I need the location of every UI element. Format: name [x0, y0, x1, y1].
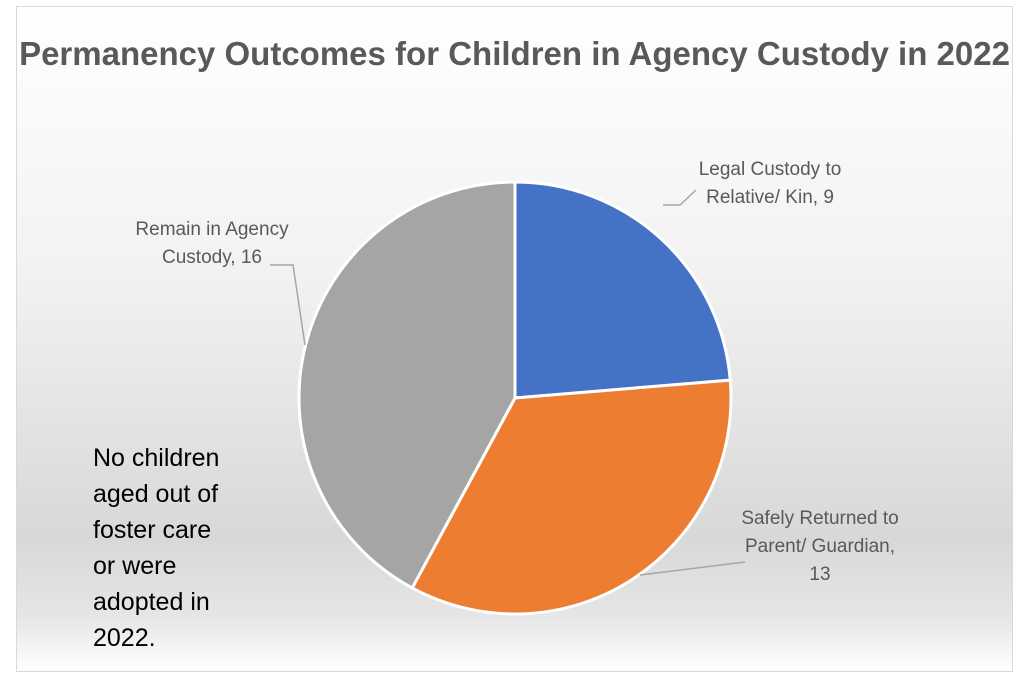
pie-slice-1 — [513, 180, 732, 400]
pie-slice-3 — [297, 180, 517, 591]
leader-line-2 — [639, 561, 746, 576]
leader-line-1 — [663, 189, 697, 206]
data-label-3: Remain in Agency Custody, 16 — [135, 219, 289, 268]
chart-annotation: No children aged out of foster care or w… — [93, 444, 220, 652]
leader-line-3 — [270, 264, 306, 346]
data-label-2: Safely Returned to Parent/ Guardian, 13 — [741, 508, 898, 585]
data-label-1: Legal Custody to Relative/ Kin, 9 — [699, 159, 842, 208]
pie-slice-2 — [410, 378, 733, 616]
chart-title: Permanency Outcomes for Children in Agen… — [19, 35, 1010, 72]
